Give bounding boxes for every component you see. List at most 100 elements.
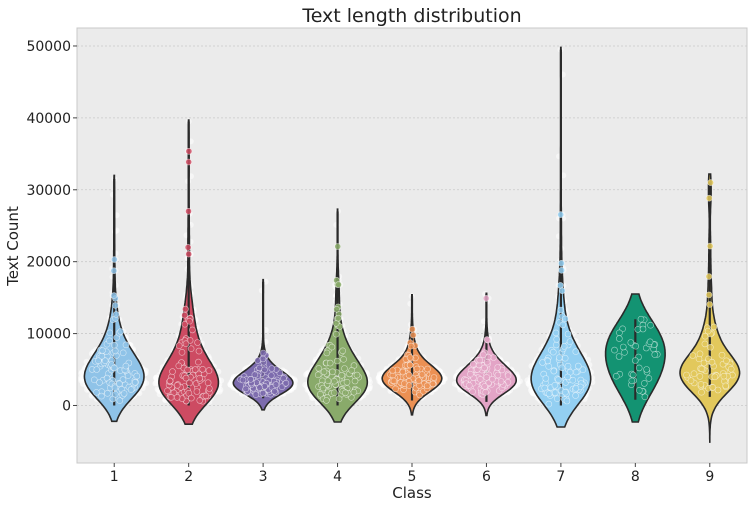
data-point — [333, 357, 341, 365]
data-point — [615, 353, 623, 360]
data-point — [184, 366, 191, 374]
data-point — [711, 373, 719, 381]
data-point — [687, 377, 695, 384]
data-point — [242, 385, 250, 393]
data-point — [259, 389, 267, 397]
data-point — [562, 315, 569, 323]
data-point — [700, 359, 708, 367]
data-point — [199, 365, 206, 373]
data-point — [189, 326, 196, 334]
data-point — [621, 348, 628, 356]
data-point — [186, 379, 193, 387]
data-point — [111, 364, 118, 372]
data-point — [314, 371, 322, 379]
data-point — [167, 393, 175, 401]
data-point — [558, 364, 566, 372]
data-point — [557, 306, 565, 314]
data-point — [338, 371, 345, 379]
data-point — [406, 361, 414, 369]
data-point — [319, 384, 327, 392]
data-point — [282, 379, 290, 387]
x-tick-label: 2 — [184, 469, 193, 485]
data-point — [651, 351, 659, 358]
data-point — [698, 388, 705, 396]
data-point — [186, 317, 193, 325]
data-point — [616, 329, 623, 337]
violin-points-7 — [538, 211, 588, 408]
data-point — [98, 352, 106, 360]
swarm-point — [227, 381, 234, 388]
data-point — [405, 382, 413, 389]
data-point — [175, 342, 183, 350]
data-point — [202, 392, 210, 400]
data-point — [494, 364, 502, 371]
data-point — [116, 397, 124, 404]
data-point — [196, 397, 204, 404]
data-point — [497, 378, 505, 385]
data-point — [239, 376, 247, 384]
swarm-point — [366, 379, 373, 386]
data-point — [407, 342, 415, 350]
data-point — [185, 250, 192, 258]
data-point — [205, 367, 213, 374]
data-point — [564, 330, 572, 338]
data-point — [104, 389, 111, 397]
data-point — [635, 386, 643, 394]
data-point — [643, 366, 650, 373]
data-point — [315, 365, 323, 372]
data-point — [714, 386, 722, 394]
data-point — [720, 372, 728, 380]
data-point — [182, 374, 190, 382]
data-point — [628, 377, 636, 385]
data-point — [111, 384, 119, 392]
data-point — [340, 355, 347, 363]
data-point — [120, 390, 128, 397]
data-point — [641, 393, 649, 401]
violin-points-2 — [164, 148, 213, 405]
data-point — [187, 345, 195, 353]
data-point — [332, 330, 340, 338]
data-point — [341, 365, 348, 372]
data-point — [569, 376, 577, 384]
data-point — [95, 357, 102, 365]
data-point — [504, 372, 512, 379]
data-point — [646, 338, 654, 346]
data-point — [423, 382, 431, 390]
y-tick-label: 50000 — [26, 39, 71, 55]
y-tick-label: 0 — [62, 398, 71, 414]
data-point — [707, 179, 714, 186]
data-point — [169, 368, 176, 375]
data-point — [552, 329, 560, 337]
y-tick-label: 10000 — [26, 327, 71, 343]
data-point — [696, 350, 704, 358]
data-point — [555, 354, 563, 361]
data-point — [708, 358, 716, 366]
data-point — [563, 397, 571, 405]
x-tick-label: 8 — [631, 469, 640, 485]
data-point — [185, 158, 192, 166]
data-point — [467, 370, 474, 378]
data-point — [122, 362, 130, 370]
data-point — [701, 340, 709, 348]
data-point — [252, 391, 260, 398]
data-point — [99, 347, 106, 354]
data-point — [572, 384, 580, 392]
data-point — [390, 377, 398, 385]
data-point — [106, 329, 114, 337]
data-point — [268, 365, 276, 372]
data-point — [553, 335, 561, 343]
data-point — [557, 211, 565, 218]
data-point — [640, 380, 648, 387]
data-point — [335, 314, 342, 322]
data-point — [564, 373, 572, 381]
data-point — [558, 259, 565, 267]
data-point — [413, 365, 421, 373]
data-point — [127, 386, 135, 393]
data-point — [191, 366, 199, 373]
data-point — [195, 347, 203, 355]
data-point — [320, 368, 328, 376]
data-point — [705, 194, 713, 202]
violin-points-6 — [460, 295, 512, 398]
data-point — [611, 346, 618, 354]
violin-points-4 — [314, 243, 363, 404]
